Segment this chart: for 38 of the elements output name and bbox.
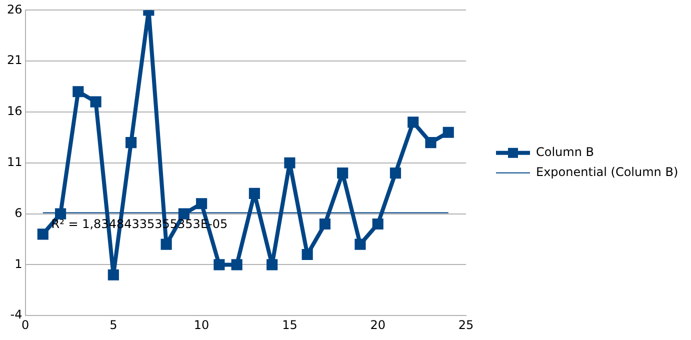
y-tick-label: 16 <box>6 104 22 118</box>
x-tick-label: 25 <box>458 318 474 332</box>
point <box>37 228 48 240</box>
point <box>390 168 402 179</box>
point <box>196 198 208 210</box>
x-tick-label: 10 <box>194 318 210 332</box>
legend-label: Column B <box>536 145 594 160</box>
y-tick-label: 6 <box>14 206 22 220</box>
y-tick-label: 21 <box>6 53 22 68</box>
point <box>408 116 419 128</box>
point <box>319 218 330 230</box>
point <box>354 238 366 250</box>
point <box>372 218 384 230</box>
point <box>248 188 260 199</box>
point <box>214 259 225 270</box>
x-tick-label: 5 <box>110 318 118 332</box>
point <box>72 86 84 98</box>
point <box>160 238 172 250</box>
legend-label: Exponential (Column B) <box>536 165 678 180</box>
point <box>126 137 137 148</box>
point <box>337 168 348 179</box>
point <box>284 157 296 168</box>
point <box>231 259 242 270</box>
point <box>425 137 436 148</box>
x-tick-label: 0 <box>21 318 30 332</box>
x-tick-label: 20 <box>370 318 386 332</box>
y-tick-label: -4 <box>10 308 22 322</box>
y-tick-label: 26 <box>6 2 22 16</box>
point <box>178 208 190 220</box>
x-tick-label: 15 <box>282 318 298 332</box>
point <box>442 126 454 138</box>
point <box>90 96 102 108</box>
point <box>108 269 119 280</box>
point <box>302 248 313 260</box>
point <box>266 259 278 270</box>
point <box>54 208 66 220</box>
y-tick-label: 11 <box>6 155 22 170</box>
y-tick-label: 1 <box>14 256 22 271</box>
